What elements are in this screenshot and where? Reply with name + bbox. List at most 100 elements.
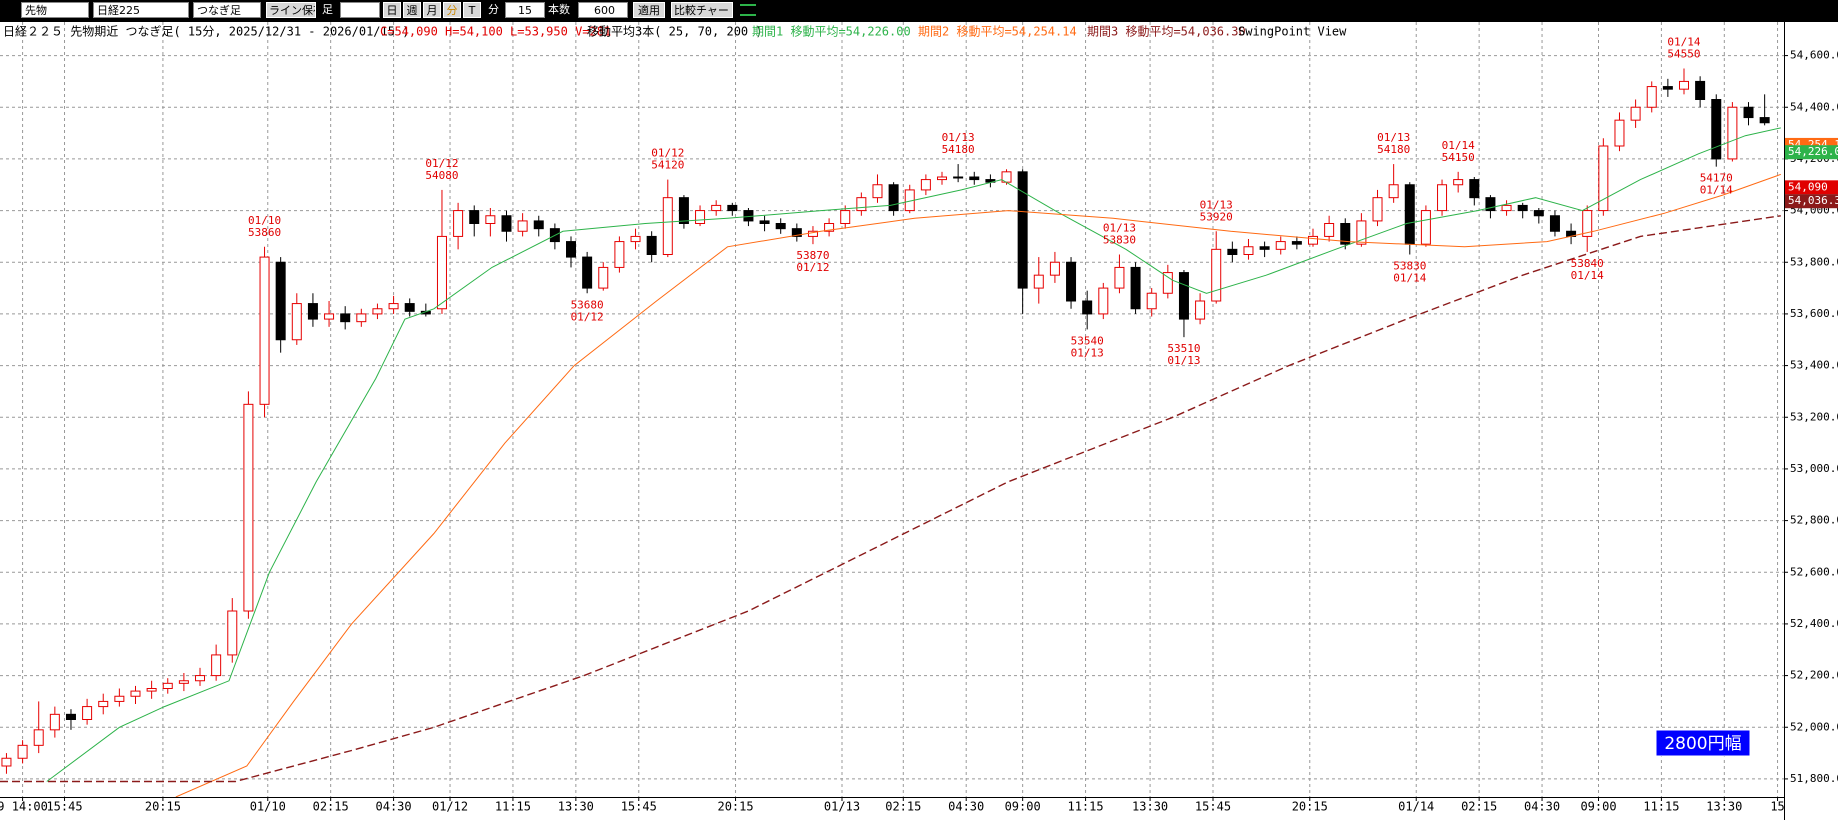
week-button[interactable]: 週 xyxy=(403,2,421,18)
candle-body xyxy=(1420,210,1431,245)
y-tick-label: 52,600.00 xyxy=(1790,565,1838,578)
count-input[interactable]: 600 xyxy=(578,2,628,18)
candle-body xyxy=(275,261,286,341)
x-tick-label: 09:00 xyxy=(1005,800,1041,814)
swing-price: 54120 xyxy=(651,159,684,172)
candle-body xyxy=(195,675,206,682)
y-tick-label: 54,600.00 xyxy=(1790,49,1838,62)
candle-body xyxy=(1533,210,1544,217)
candle-body xyxy=(630,235,641,243)
indicator-icon[interactable] xyxy=(740,4,756,16)
swing-date: 01/14 xyxy=(1667,36,1700,49)
swing-price: 54550 xyxy=(1667,48,1700,61)
minute-button[interactable]: 分 xyxy=(443,2,461,18)
candle-body xyxy=(1630,106,1641,121)
candle-body xyxy=(695,210,706,224)
interval-input[interactable]: 15 xyxy=(505,2,545,18)
candle-body xyxy=(824,223,835,232)
candle-body xyxy=(485,215,496,224)
month-button[interactable]: 月 xyxy=(423,2,441,18)
candle-body xyxy=(1114,266,1125,289)
swing-price: 53510 xyxy=(1167,342,1200,355)
view-label: SwingPoint View xyxy=(1238,25,1347,39)
price-box-label: 54,036.30 xyxy=(1788,194,1838,207)
candle-body xyxy=(227,610,238,656)
swing-price: 53920 xyxy=(1200,210,1233,223)
x-tick-label: 15:45 xyxy=(621,800,657,814)
candle-body xyxy=(1388,184,1399,199)
market-select[interactable]: 先物 xyxy=(21,2,89,18)
candle-body xyxy=(1243,246,1254,255)
y-tick-label: 53,200.00 xyxy=(1790,410,1838,423)
price-box-label: 54,090 xyxy=(1788,180,1828,193)
x-tick-label: 01/13 xyxy=(824,800,860,814)
swing-price: 54150 xyxy=(1442,151,1475,164)
tick-button[interactable]: T xyxy=(463,2,481,18)
x-tick-label: 11:15 xyxy=(495,800,531,814)
candle-body xyxy=(1178,272,1189,320)
candle-body xyxy=(501,215,512,232)
candle-body xyxy=(711,204,722,212)
candle-body xyxy=(759,220,770,225)
x-tick-label: 04:30 xyxy=(376,800,412,814)
swing-date: 01/13 xyxy=(1200,198,1233,211)
candle-body xyxy=(17,744,28,759)
legend-entry: 期間3 移動平均=54,036.30 xyxy=(1087,25,1246,39)
candle-body xyxy=(1437,184,1448,212)
candle-body xyxy=(1598,145,1609,212)
chart-title: 日経２２５ 先物期近 つなぎ足( 15分, 2025/12/31 - 2026/… xyxy=(3,25,409,39)
x-tick-label: 01/12 xyxy=(432,800,468,814)
swing-date: 01/14 xyxy=(1442,139,1475,152)
candle-body xyxy=(178,680,189,684)
swing-date: 01/14 xyxy=(1700,184,1733,197)
candle-body xyxy=(211,654,222,677)
bar-label: 足 xyxy=(322,3,333,16)
candle-body xyxy=(1307,235,1318,245)
candle-body xyxy=(1033,274,1044,289)
y-tick-label: 53,400.00 xyxy=(1790,359,1838,372)
y-tick-label: 54,400.00 xyxy=(1790,100,1838,113)
apply-button[interactable]: 適用 xyxy=(633,2,665,18)
candle-body xyxy=(582,256,593,289)
chart-kind-select[interactable]: つなぎ足 xyxy=(193,2,261,18)
count-label: 本数 xyxy=(548,3,570,16)
swing-date: 01/12 xyxy=(796,261,829,274)
candle-body xyxy=(1678,80,1689,90)
x-tick-label: 9 14:00 xyxy=(0,800,48,814)
x-tick-label: 02:15 xyxy=(313,800,349,814)
swing-price: 53830 xyxy=(1103,234,1136,247)
candle-body xyxy=(1501,204,1512,212)
candle-body xyxy=(920,179,931,191)
ma-line xyxy=(46,127,1781,782)
price-box-label: 54,226.00 xyxy=(1788,145,1838,158)
x-tick-label: 15 xyxy=(1770,800,1784,814)
badge-box xyxy=(1655,729,1751,757)
candle-body xyxy=(678,197,689,225)
candle-body xyxy=(1275,241,1286,250)
candle-body xyxy=(1259,246,1270,250)
save-line-button[interactable]: ライン保存 xyxy=(266,2,316,18)
candle-body xyxy=(1743,106,1754,119)
candle-body xyxy=(953,176,964,179)
x-tick-label: 13:30 xyxy=(1132,800,1168,814)
x-tick-label: 15:45 xyxy=(1195,800,1231,814)
candle-body xyxy=(1066,261,1077,302)
candle-body xyxy=(130,690,141,697)
candle-body xyxy=(533,220,544,230)
candle-body xyxy=(1582,210,1593,237)
candle-body xyxy=(453,210,464,237)
x-tick-label: 13:30 xyxy=(1706,800,1742,814)
candle-body xyxy=(1759,117,1770,124)
candle-body xyxy=(1695,80,1706,100)
day-button[interactable]: 日 xyxy=(383,2,401,18)
candle-body xyxy=(356,313,367,323)
badge: 2800円幅 xyxy=(1664,734,1741,754)
compare-button[interactable]: 比較チャート xyxy=(671,2,733,18)
swing-price: 54180 xyxy=(942,143,975,156)
swing-date: 01/13 xyxy=(1071,346,1104,359)
candle-body xyxy=(1711,99,1722,160)
bar-select[interactable] xyxy=(340,2,380,18)
symbol-select[interactable]: 日経225 xyxy=(93,2,189,18)
toolbar: 先物 日経225 つなぎ足 ライン保存 足 日 週 月 分 T 分 15 本数 … xyxy=(0,0,1838,22)
candle-body xyxy=(1549,215,1560,232)
